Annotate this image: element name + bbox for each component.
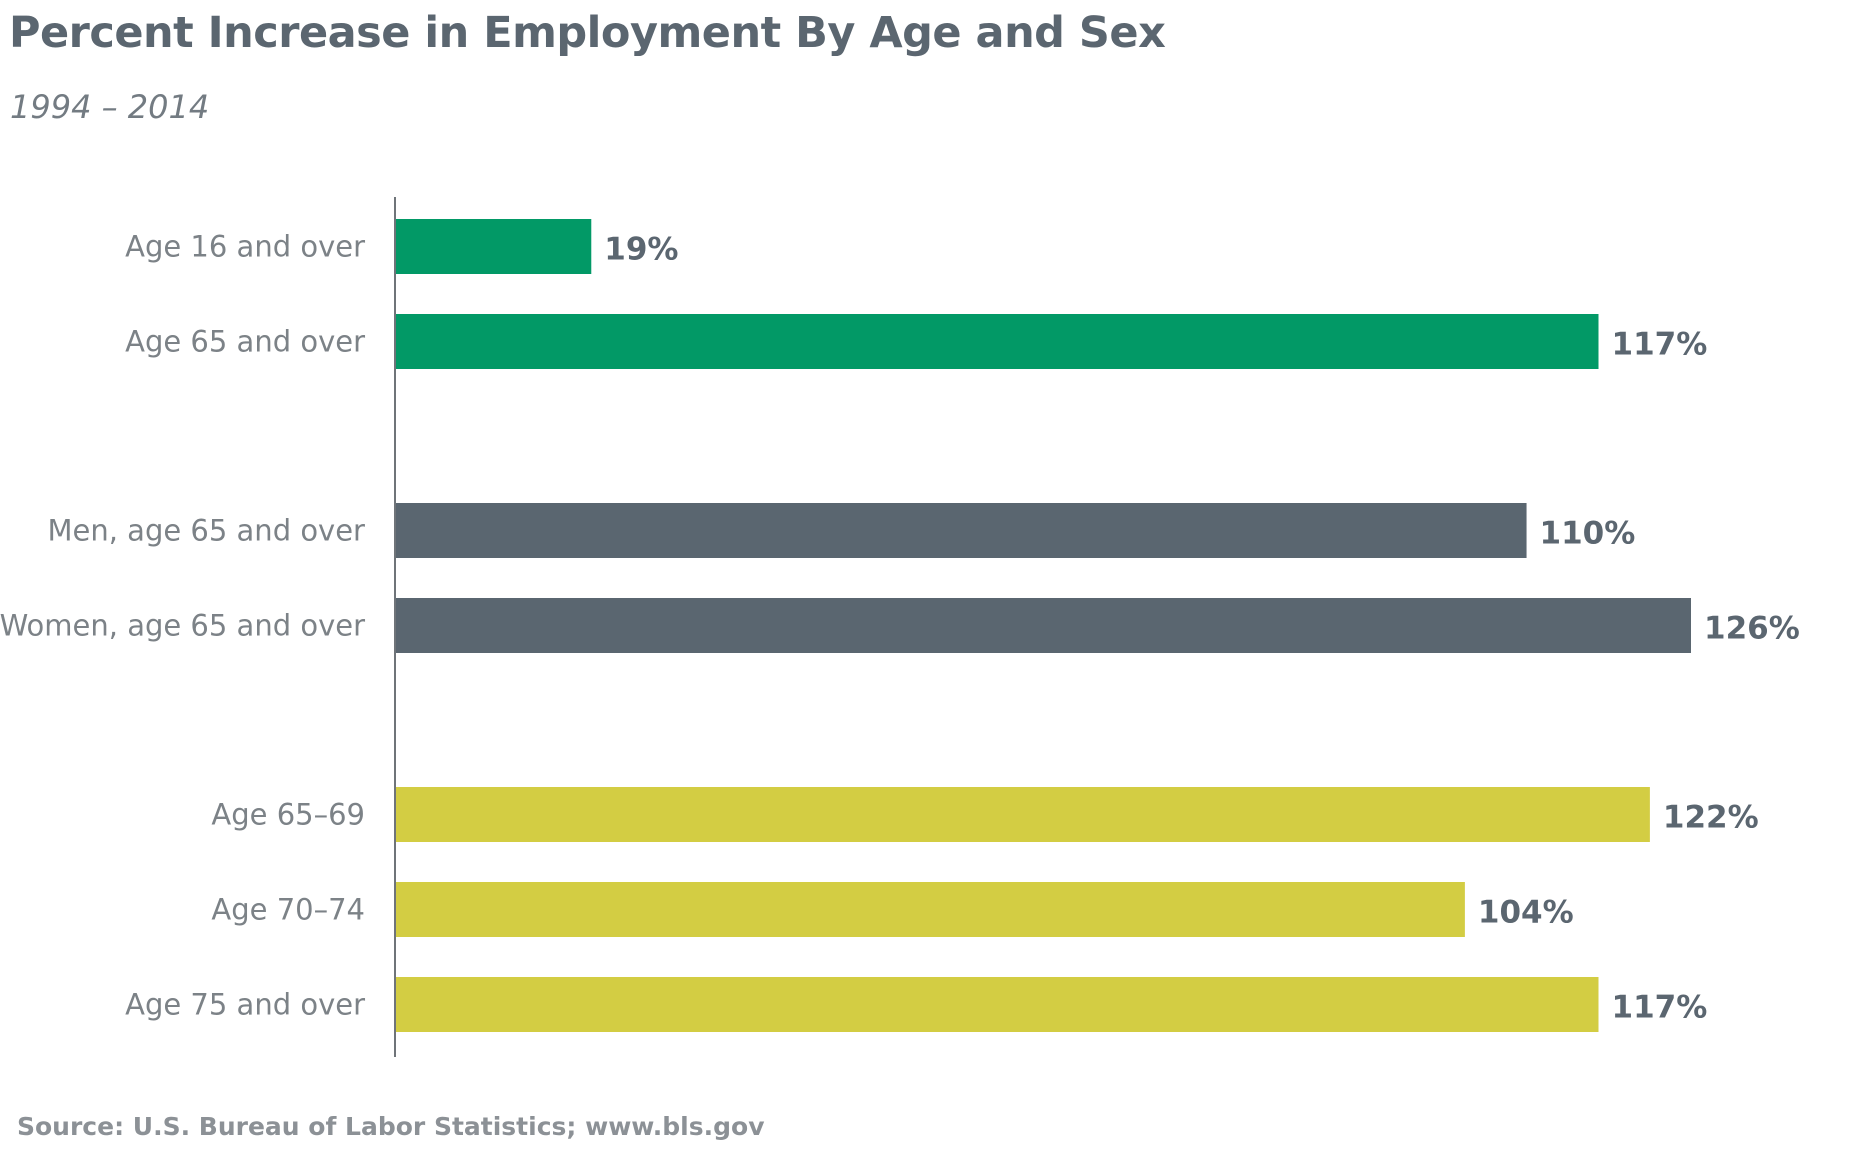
- category-label: Age 65 and over: [125, 325, 365, 359]
- bar: [396, 787, 1650, 842]
- data-label: 122%: [1663, 800, 1759, 836]
- data-label: 126%: [1704, 611, 1800, 647]
- bar: [396, 882, 1465, 937]
- category-label: Age 16 and over: [125, 230, 365, 264]
- chart-title: Percent Increase in Employment By Age an…: [9, 8, 1166, 58]
- bar: [396, 598, 1691, 653]
- category-label: Age 70–74: [211, 893, 365, 927]
- category-label: Age 75 and over: [125, 988, 365, 1022]
- data-label: 104%: [1478, 895, 1574, 931]
- category-label: Women, age 65 and over: [0, 609, 365, 643]
- bar: [396, 314, 1599, 369]
- chart-subtitle: 1994 – 2014: [10, 88, 210, 126]
- bar: [396, 219, 592, 274]
- data-label: 117%: [1612, 327, 1708, 363]
- data-label: 117%: [1612, 990, 1708, 1026]
- data-label: 110%: [1540, 516, 1636, 552]
- bar: [396, 503, 1527, 558]
- source-note: Source: U.S. Bureau of Labor Statistics;…: [17, 1112, 765, 1141]
- data-label: 19%: [604, 232, 678, 268]
- category-label: Age 65–69: [211, 798, 365, 832]
- bar: [396, 977, 1599, 1032]
- bar-chart: Age 16 and over 19% Age 65 and over 117% Men…: [0, 197, 1800, 1057]
- category-label: Men, age 65 and over: [48, 514, 366, 548]
